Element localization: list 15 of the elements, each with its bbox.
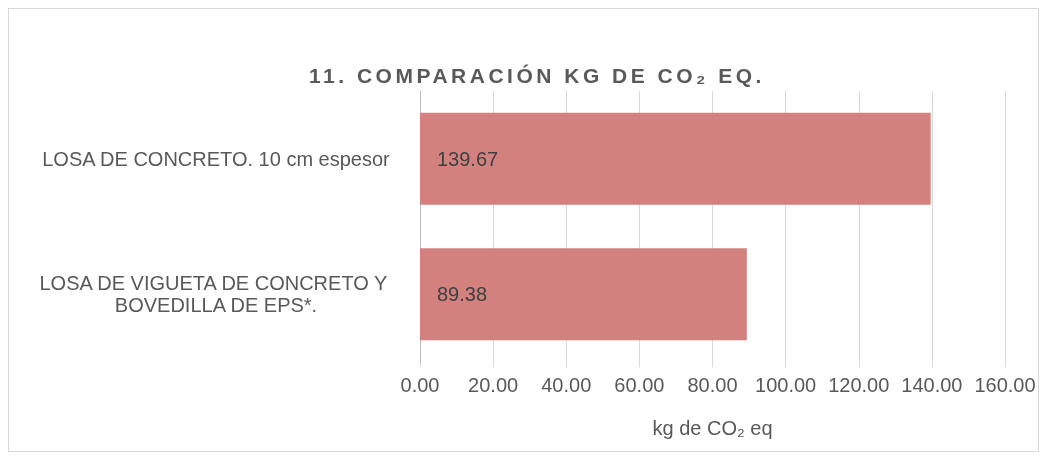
y-tick-label: LOSA DE CONCRETO. 10 cm espesor [42, 147, 391, 170]
x-tick-label: 100.00 [755, 374, 817, 396]
chart-title: 11. COMPARACIÓN KG DE CO₂ EQ. [309, 63, 765, 89]
data-label: 139.67 [437, 147, 499, 170]
x-tick-label: 0.00 [400, 374, 440, 396]
x-tick-label: 40.00 [541, 374, 592, 396]
x-tick-label: 60.00 [614, 374, 665, 396]
x-axis-title: kg de CO₂ eq [652, 417, 773, 439]
x-tick-label: 80.00 [687, 374, 738, 396]
x-tick-label: 160.00 [974, 374, 1036, 396]
x-tick-label: 120.00 [828, 374, 890, 396]
x-tick-label: 20.00 [468, 374, 519, 396]
data-label: 89.38 [437, 283, 488, 306]
x-tick-label: 140.00 [901, 374, 963, 396]
y-tick-label: LOSA DE VIGUETA DE CONCRETO Y BOVEDILLA DE EPS*. [39, 272, 393, 317]
